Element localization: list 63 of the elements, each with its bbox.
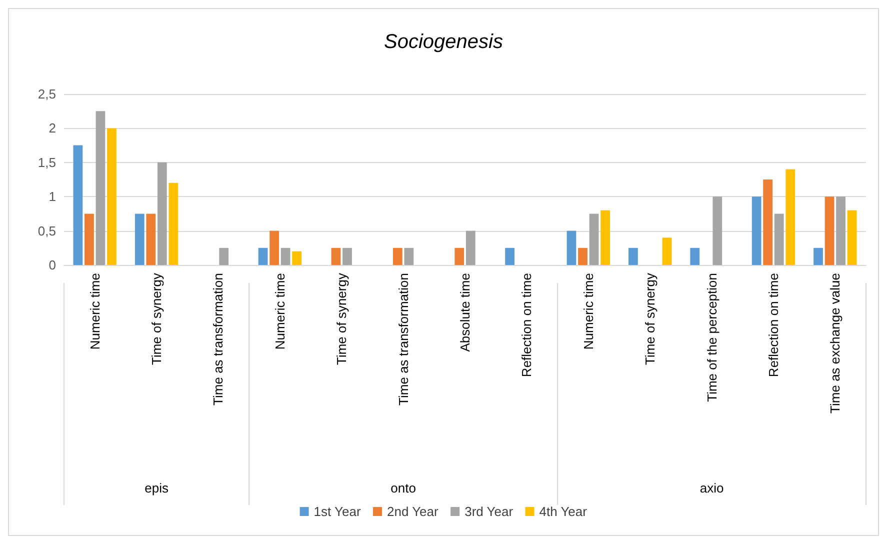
bar bbox=[847, 210, 857, 265]
x-tick-label: Time of the perception bbox=[704, 273, 720, 402]
legend-label: 1st Year bbox=[314, 504, 362, 519]
bar bbox=[578, 248, 588, 265]
bar bbox=[292, 251, 302, 265]
bar bbox=[774, 214, 784, 265]
bar bbox=[505, 248, 514, 265]
bar bbox=[404, 248, 414, 265]
x-tick-label: Time of synergy bbox=[642, 272, 658, 365]
y-tick-label: 0,5 bbox=[38, 223, 56, 238]
bar bbox=[146, 214, 156, 265]
x-tick-label: Numeric time bbox=[87, 273, 102, 350]
y-tick-label: 0 bbox=[48, 258, 56, 272]
x-tick-label: Numeric time bbox=[272, 273, 288, 350]
bar bbox=[392, 248, 402, 265]
legend-label: 3rd Year bbox=[464, 504, 514, 519]
bar bbox=[342, 248, 352, 265]
chart-title: Sociogenesis bbox=[384, 31, 503, 53]
legend-label: 2nd Year bbox=[387, 504, 440, 519]
x-tick-label: Time as transformation bbox=[210, 273, 226, 406]
x-tick-label: Time of synergy bbox=[334, 272, 350, 365]
x-tick-label: Time as exchange value bbox=[828, 273, 843, 414]
bar bbox=[690, 248, 700, 265]
bar bbox=[96, 111, 106, 265]
bar bbox=[466, 230, 476, 265]
bar bbox=[157, 162, 167, 265]
x-tick-label: Reflection on time bbox=[766, 273, 781, 378]
bar bbox=[280, 248, 290, 265]
bar bbox=[134, 214, 144, 265]
bar bbox=[712, 196, 722, 265]
bar bbox=[454, 248, 464, 265]
bar bbox=[331, 248, 341, 265]
bar bbox=[84, 214, 94, 265]
bar bbox=[258, 248, 268, 265]
bar bbox=[107, 128, 116, 265]
bar bbox=[836, 196, 846, 265]
y-tick-label: 2,5 bbox=[38, 86, 56, 102]
bar bbox=[73, 145, 83, 265]
y-tick-label: 1 bbox=[48, 189, 56, 204]
bar bbox=[270, 230, 279, 265]
legend-label: 4th Year bbox=[539, 504, 588, 519]
text: axio bbox=[700, 480, 724, 496]
bar bbox=[662, 238, 672, 265]
x-tick-label: Numeric time bbox=[580, 273, 596, 350]
bar bbox=[566, 230, 576, 265]
y-tick-label: 1,5 bbox=[38, 154, 56, 170]
bar bbox=[824, 196, 834, 265]
bar bbox=[589, 214, 599, 265]
bar bbox=[168, 182, 178, 265]
bar bbox=[786, 169, 796, 265]
bar bbox=[600, 210, 610, 265]
y-tick-label: 2 bbox=[48, 120, 56, 136]
bar bbox=[763, 180, 773, 265]
x-tick-label: Absolute time bbox=[458, 273, 472, 352]
x-tick-label: Time of synergy bbox=[149, 272, 164, 365]
text: epis bbox=[144, 480, 169, 496]
bar bbox=[219, 248, 229, 265]
text: onto bbox=[390, 480, 416, 496]
bar bbox=[752, 196, 762, 265]
bar bbox=[628, 248, 638, 265]
x-tick-label: Time as transformation bbox=[396, 273, 411, 406]
x-tick-label: Reflection on time bbox=[519, 273, 534, 378]
bar bbox=[814, 248, 823, 265]
